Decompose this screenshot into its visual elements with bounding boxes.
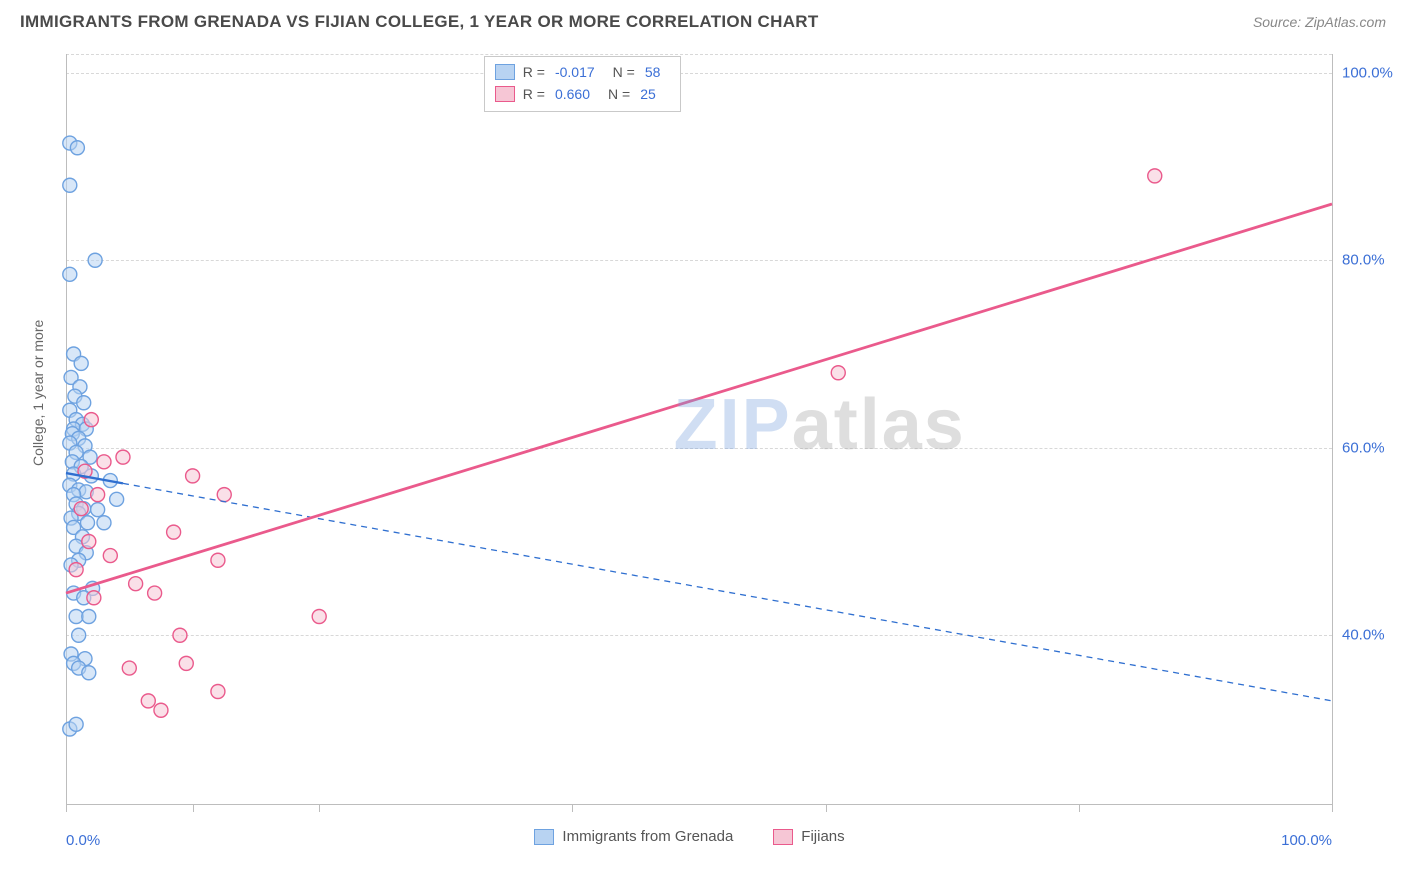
bottom-legend-label: Fijians — [801, 828, 844, 845]
data-point-grenada — [82, 610, 96, 624]
bottom-legend-item-grenada: Immigrants from Grenada — [534, 828, 733, 845]
data-point-fijians — [173, 628, 187, 642]
data-point-fijians — [82, 535, 96, 549]
data-point-grenada — [77, 396, 91, 410]
legend-r-value: 0.660 — [555, 83, 590, 105]
data-point-grenada — [82, 666, 96, 680]
bottom-legend: Immigrants from Grenada Fijians — [534, 828, 844, 845]
data-point-grenada — [63, 267, 77, 281]
data-point-grenada — [69, 610, 83, 624]
data-point-fijians — [148, 586, 162, 600]
legend-row-grenada: R = -0.017 N = 58 — [495, 61, 671, 83]
plot-area — [66, 54, 1332, 804]
data-point-fijians — [74, 502, 88, 516]
x-tick-mark — [1079, 804, 1080, 812]
legend-n-value: 58 — [645, 61, 661, 83]
legend-n-value: 25 — [640, 83, 656, 105]
data-point-fijians — [154, 703, 168, 717]
legend-swatch — [534, 829, 554, 845]
correlation-chart: College, 1 year or more ZIPatlas R =-0.0… — [20, 46, 1386, 866]
data-point-fijians — [116, 450, 130, 464]
data-point-fijians — [122, 661, 136, 675]
x-tick-label: 0.0% — [66, 832, 100, 849]
data-point-grenada — [88, 253, 102, 267]
data-point-fijians — [91, 488, 105, 502]
legend-r-value: -0.017 — [555, 61, 595, 83]
data-point-grenada — [110, 492, 124, 506]
x-tick-mark — [1332, 804, 1333, 812]
data-point-fijians — [179, 656, 193, 670]
source-credit: Source: ZipAtlas.com — [1253, 14, 1386, 30]
x-tick-mark — [319, 804, 320, 812]
legend-row-fijians: R = 0.660 N = 25 — [495, 83, 671, 105]
x-tick-mark — [572, 804, 573, 812]
data-point-grenada — [72, 628, 86, 642]
y-tick-label: 40.0% — [1342, 627, 1385, 644]
legend-swatch — [773, 829, 793, 845]
legend-n-label: N = — [608, 83, 630, 105]
y-tick-label: 60.0% — [1342, 439, 1385, 456]
legend-box: R =-0.017N =58R =0.660N =25 — [484, 56, 682, 112]
page-title: IMMIGRANTS FROM GRENADA VS FIJIAN COLLEG… — [20, 12, 819, 32]
legend-swatch — [495, 86, 515, 102]
y-tick-label: 100.0% — [1342, 64, 1393, 81]
data-point-fijians — [87, 591, 101, 605]
bottom-legend-item-fijians: Fijians — [773, 828, 844, 845]
regression-line-fijians — [66, 204, 1332, 593]
data-point-fijians — [217, 488, 231, 502]
legend-n-label: N = — [613, 61, 635, 83]
data-point-fijians — [129, 577, 143, 591]
data-point-fijians — [167, 525, 181, 539]
y-tick-label: 80.0% — [1342, 252, 1385, 269]
x-tick-label: 100.0% — [1281, 832, 1332, 849]
data-point-grenada — [74, 356, 88, 370]
legend-r-label: R = — [523, 83, 545, 105]
data-point-fijians — [1148, 169, 1162, 183]
legend-swatch — [495, 64, 515, 80]
data-point-fijians — [141, 694, 155, 708]
data-point-grenada — [91, 503, 105, 517]
x-tick-mark — [826, 804, 827, 812]
data-point-fijians — [103, 549, 117, 563]
chart-svg — [66, 54, 1332, 804]
source-name: ZipAtlas.com — [1305, 14, 1386, 30]
data-point-grenada — [69, 717, 83, 731]
data-point-fijians — [84, 413, 98, 427]
x-tick-mark — [66, 804, 67, 812]
data-point-grenada — [70, 141, 84, 155]
y-axis-label: College, 1 year or more — [30, 320, 46, 466]
data-point-fijians — [97, 455, 111, 469]
x-axis-line — [66, 804, 1332, 805]
data-point-fijians — [211, 685, 225, 699]
data-point-fijians — [69, 563, 83, 577]
x-tick-mark — [193, 804, 194, 812]
data-point-grenada — [81, 516, 95, 530]
bottom-legend-label: Immigrants from Grenada — [562, 828, 733, 845]
data-point-fijians — [831, 366, 845, 380]
data-point-fijians — [211, 553, 225, 567]
data-point-fijians — [186, 469, 200, 483]
source-prefix: Source: — [1253, 14, 1305, 30]
data-point-grenada — [97, 516, 111, 530]
data-point-grenada — [63, 178, 77, 192]
data-point-fijians — [312, 610, 326, 624]
regression-line-grenada-dashed — [123, 483, 1332, 701]
right-axis-line — [1332, 54, 1333, 804]
legend-r-label: R = — [523, 61, 545, 83]
